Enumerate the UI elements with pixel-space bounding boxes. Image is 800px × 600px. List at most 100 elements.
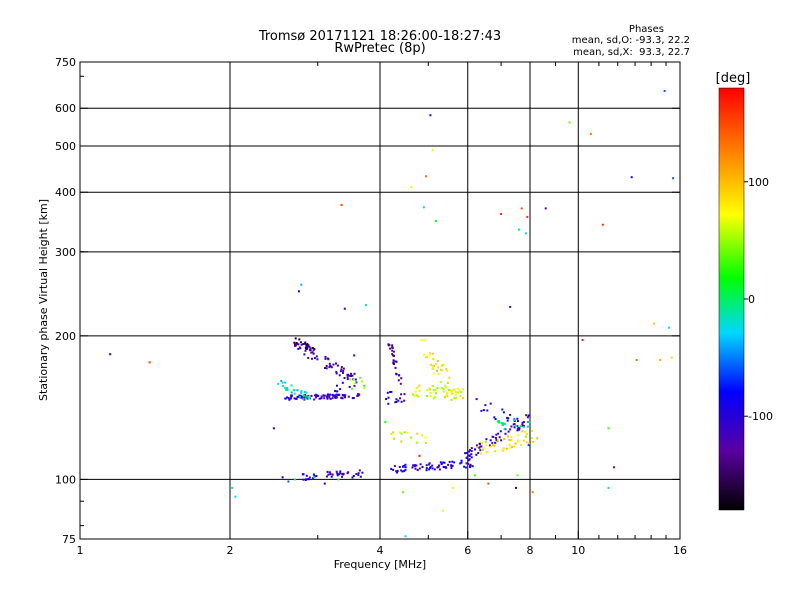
data-point	[453, 461, 456, 464]
data-point	[287, 480, 290, 483]
data-point	[351, 374, 354, 377]
data-point	[393, 465, 396, 468]
data-point	[400, 469, 403, 472]
data-point	[384, 420, 387, 423]
data-point	[432, 365, 435, 368]
data-point	[303, 390, 306, 393]
data-point	[336, 390, 339, 393]
data-point	[482, 409, 485, 412]
data-point	[404, 535, 407, 538]
data-point	[475, 398, 478, 401]
data-point	[352, 475, 355, 477]
data-point	[425, 175, 428, 178]
data-point	[296, 342, 299, 345]
data-point	[474, 448, 476, 451]
data-point	[663, 90, 666, 92]
data-point	[521, 421, 524, 424]
data-point	[335, 370, 338, 373]
data-point	[354, 382, 357, 384]
data-point	[287, 397, 290, 400]
data-point	[355, 473, 358, 475]
data-point	[397, 379, 400, 382]
data-point	[460, 461, 463, 464]
data-point	[317, 394, 320, 397]
data-point	[516, 440, 519, 443]
y-tick-label: 400	[55, 186, 76, 199]
data-point	[393, 437, 395, 440]
data-point	[515, 486, 517, 489]
data-point	[455, 396, 458, 399]
data-point	[390, 433, 393, 435]
data-point	[393, 363, 396, 365]
data-point	[394, 401, 397, 404]
colorbar-tick-label: -100	[748, 410, 773, 423]
data-point	[531, 440, 534, 443]
data-point	[421, 466, 424, 468]
data-point	[301, 395, 304, 398]
data-point	[432, 397, 435, 400]
data-point	[351, 387, 354, 390]
data-point	[508, 443, 511, 446]
data-point	[451, 486, 454, 489]
y-tick-label: 600	[55, 102, 76, 115]
data-point	[400, 432, 403, 435]
data-point	[477, 452, 480, 454]
data-point	[354, 378, 357, 381]
data-point	[520, 444, 522, 447]
data-point	[414, 464, 417, 467]
data-point	[339, 470, 342, 473]
data-point	[431, 367, 434, 370]
data-point	[434, 388, 437, 391]
data-point	[524, 232, 527, 235]
data-point	[293, 341, 296, 344]
data-point	[328, 366, 331, 369]
data-point	[306, 397, 309, 400]
data-point	[340, 396, 343, 399]
data-point	[363, 384, 366, 387]
data-point	[630, 176, 633, 179]
data-point	[389, 347, 392, 350]
data-point	[304, 349, 307, 352]
data-point	[525, 414, 528, 417]
data-point	[446, 395, 449, 398]
data-point	[486, 451, 489, 454]
data-point	[327, 393, 329, 396]
x-tick-label: 1	[77, 544, 84, 557]
data-point	[493, 444, 496, 447]
data-point	[388, 344, 391, 347]
x-tick-label: 4	[377, 544, 384, 557]
data-point	[392, 350, 395, 353]
data-point	[448, 376, 451, 379]
data-point	[358, 469, 361, 472]
data-point	[404, 468, 407, 471]
data-point	[296, 395, 299, 398]
data-point	[494, 441, 497, 444]
data-point	[428, 462, 431, 465]
data-point	[308, 349, 311, 352]
data-point	[326, 470, 329, 473]
data-point	[433, 468, 436, 471]
data-point	[313, 348, 316, 350]
data-point	[234, 495, 237, 498]
data-point	[469, 463, 472, 466]
data-point	[420, 339, 423, 341]
data-point	[303, 394, 306, 397]
data-point	[521, 430, 524, 433]
data-point	[390, 467, 393, 470]
data-point	[327, 473, 330, 476]
data-point	[306, 345, 309, 348]
data-point	[462, 397, 464, 400]
data-point	[525, 435, 528, 438]
data-point	[326, 357, 329, 360]
data-point	[485, 438, 488, 441]
data-point	[451, 392, 454, 395]
data-point	[353, 378, 355, 381]
data-point	[635, 359, 638, 361]
data-point	[431, 149, 434, 152]
data-point	[526, 215, 529, 218]
data-point	[386, 391, 389, 394]
data-point	[427, 463, 430, 466]
data-point	[284, 397, 287, 400]
data-point	[313, 476, 316, 479]
data-point	[460, 391, 463, 394]
